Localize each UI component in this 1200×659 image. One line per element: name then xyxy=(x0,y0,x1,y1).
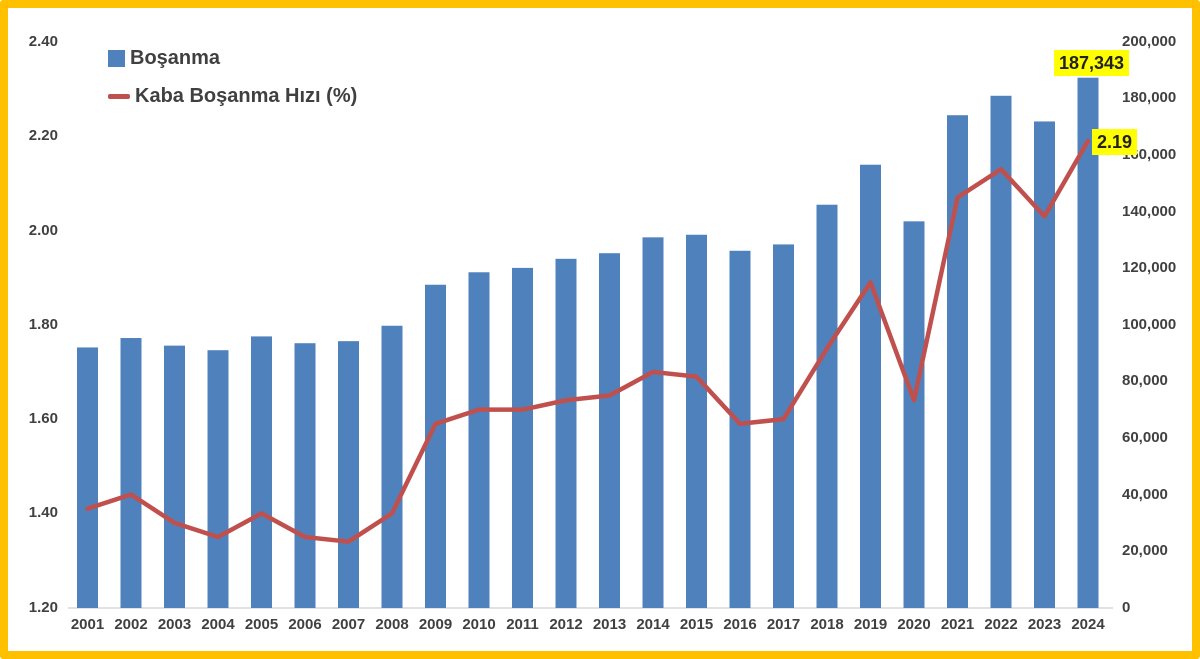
right-axis-tick: 0 xyxy=(1122,598,1131,616)
right-axis-tick: 200,000 xyxy=(1122,32,1177,50)
right-axis-tick: 60,000 xyxy=(1122,428,1168,446)
x-axis-label-2002: 2002 xyxy=(114,616,148,633)
legend: Boşanma Kaba Boşanma Hızı (%) xyxy=(108,46,357,122)
rate-line xyxy=(85,138,1091,544)
bar-2016 xyxy=(729,250,751,608)
bar-2010 xyxy=(468,272,490,608)
bar-2020 xyxy=(903,221,925,608)
bar-2023 xyxy=(1034,121,1055,608)
x-axis-label-2011: 2011 xyxy=(506,616,539,633)
x-axis-label-2010: 2010 xyxy=(462,616,496,633)
bar-2015 xyxy=(686,234,707,608)
bar-2012 xyxy=(555,258,577,608)
bar-2011 xyxy=(512,267,533,608)
bar-2008 xyxy=(381,325,403,608)
left-axis-tick: 2.20 xyxy=(28,127,58,145)
bar-2004 xyxy=(207,350,229,608)
x-axis-label-2012: 2012 xyxy=(549,616,583,633)
x-axis-label-2022: 2022 xyxy=(984,616,1018,633)
x-axis-label-2024: 2024 xyxy=(1071,616,1105,633)
bar-2013 xyxy=(599,253,620,608)
legend-item-bosanma: Boşanma xyxy=(108,46,357,70)
bar-2021 xyxy=(947,115,968,608)
x-axis-label-2005: 2005 xyxy=(244,616,279,633)
bar-series-swatch-icon xyxy=(108,49,125,67)
left-axis-tick: 1.40 xyxy=(28,504,58,522)
line-series-swatch-icon xyxy=(108,93,130,99)
bar-2005 xyxy=(251,336,272,608)
x-axis-label-2018: 2018 xyxy=(810,616,844,633)
x-axis-label-2015: 2015 xyxy=(679,616,714,633)
right-axis-tick: 40,000 xyxy=(1122,485,1168,503)
right-axis-tick: 140,000 xyxy=(1122,202,1177,220)
bar-series xyxy=(77,77,1099,609)
bar-2003 xyxy=(164,345,185,608)
left-axis-tick: 1.20 xyxy=(28,598,58,616)
x-axis-label-2016: 2016 xyxy=(723,616,757,633)
x-axis-label-2009: 2009 xyxy=(418,616,453,633)
x-axis-label-2021: 2021 xyxy=(940,616,975,633)
bar-2006 xyxy=(294,343,316,608)
line-value-callout: 2.19 xyxy=(1092,129,1138,155)
bar-2002 xyxy=(120,338,142,608)
right-axis-tick: 80,000 xyxy=(1122,372,1168,390)
left-axis-tick: 2.40 xyxy=(28,32,58,50)
x-axis-label-2019: 2019 xyxy=(853,616,888,633)
x-axis-label-2023: 2023 xyxy=(1027,616,1062,633)
bar-2001 xyxy=(77,347,98,608)
x-axis-label-2013: 2013 xyxy=(592,616,627,633)
bar-2009 xyxy=(425,284,446,608)
right-axis-tick: 120,000 xyxy=(1122,259,1177,277)
left-axis-tick: 1.60 xyxy=(28,410,58,428)
x-axis-label-2004: 2004 xyxy=(201,616,235,633)
bar-2018 xyxy=(816,204,838,609)
legend-label-kaba-bosanma-hizi: Kaba Boşanma Hızı (%) xyxy=(135,84,358,107)
left-axis-tick: 2.00 xyxy=(28,221,58,239)
right-axis-tick: 20,000 xyxy=(1122,542,1168,560)
right-axis-tick: 180,000 xyxy=(1122,89,1177,107)
bar-2014 xyxy=(642,237,664,609)
x-axis-label-2007: 2007 xyxy=(331,616,366,633)
left-axis-tick: 1.80 xyxy=(28,315,58,333)
x-axis-label-2017: 2017 xyxy=(766,616,801,633)
legend-item-kaba-bosanma-hizi: Kaba Boşanma Hızı (%) xyxy=(108,84,357,108)
x-axis-label-2014: 2014 xyxy=(636,616,670,633)
right-axis-tick: 100,000 xyxy=(1122,315,1177,333)
bar-value-callout: 187,343 xyxy=(1054,50,1130,76)
bar-2022 xyxy=(990,95,1012,609)
bar-2019 xyxy=(860,164,881,608)
x-axis-label-2020: 2020 xyxy=(897,616,931,633)
bar-2024 xyxy=(1077,77,1099,608)
bar-2017 xyxy=(773,244,794,608)
x-axis-label-2006: 2006 xyxy=(288,616,322,633)
x-axis-label-2003: 2003 xyxy=(157,616,192,633)
x-axis-label-2001: 2001 xyxy=(70,616,105,633)
x-axis-label-2008: 2008 xyxy=(375,616,409,633)
legend-label-bosanma: Boşanma xyxy=(130,46,221,69)
